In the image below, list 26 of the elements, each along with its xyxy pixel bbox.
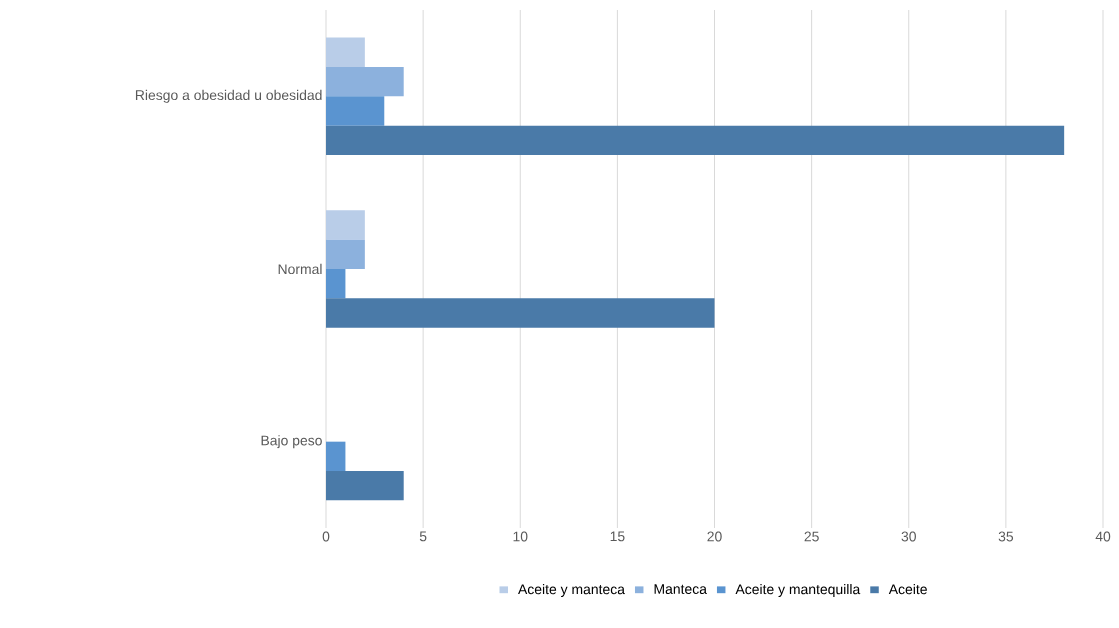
bar	[326, 66, 404, 97]
bar	[326, 210, 365, 240]
x-tick-label: 10	[513, 531, 528, 542]
x-tick-label: 20	[707, 531, 722, 542]
bar	[326, 125, 1065, 156]
x-tick-label: 25	[804, 531, 819, 542]
legend-label: Manteca	[654, 584, 707, 594]
legend-label: Aceite	[888, 583, 927, 595]
bar	[326, 441, 346, 472]
bar	[326, 239, 365, 269]
legend-label: Aceite y manteca	[518, 583, 625, 597]
x-tick-label: 35	[998, 531, 1014, 542]
x-tick-label: 40	[1095, 531, 1111, 542]
y-tick-label: Bajo peso	[261, 435, 322, 449]
x-tick-label: 15	[610, 531, 625, 542]
bar	[326, 37, 365, 67]
bar	[326, 471, 404, 501]
x-tick-label: 5	[419, 531, 427, 542]
bar	[326, 269, 346, 299]
y-tick-label: Riesgo a obesidad u obesidad	[135, 89, 322, 103]
legend-label: Aceite y mantequilla	[735, 583, 861, 597]
y-tick-label: Normal	[278, 263, 322, 275]
x-tick-label: 30	[901, 531, 916, 542]
bar	[326, 96, 385, 126]
bar	[326, 298, 715, 328]
x-tick-label: 0	[322, 531, 330, 542]
